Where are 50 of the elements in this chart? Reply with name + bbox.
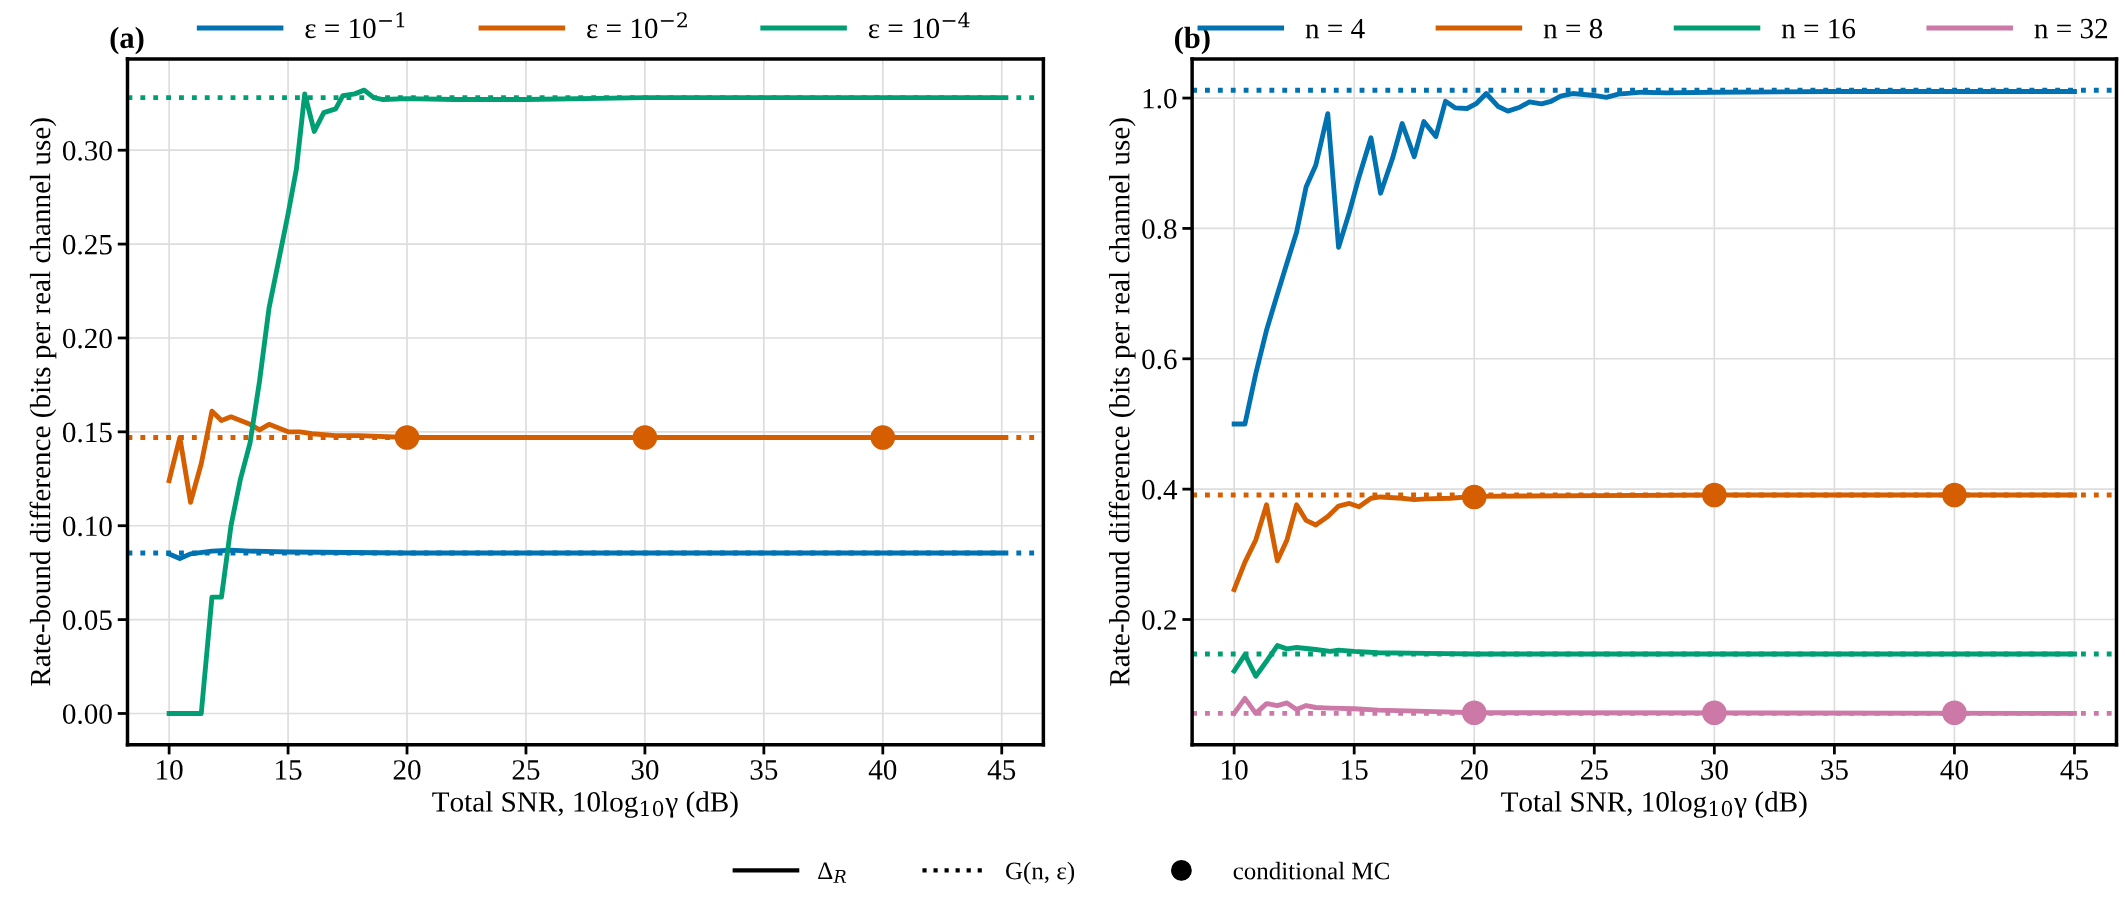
x-tick-label: 25	[1580, 760, 1608, 780]
y-tick-label: 0.15	[62, 422, 112, 443]
y-tick-label: 0.4	[1142, 479, 1178, 500]
x-axis-title: Total SNR, 10log$_{10}$γ (dB)	[432, 791, 738, 818]
y-tick-label: 0.20	[62, 328, 112, 349]
legend-label: G(n, ε)	[1005, 861, 1075, 885]
x-tick-label: 35	[750, 760, 778, 780]
x-tick-label: 45	[2060, 760, 2088, 780]
x-tick-label: 25	[512, 760, 540, 780]
y-axis-title: Rate-bound difference (bits per real channel use)	[1108, 118, 1136, 686]
y-tick-label: 0.00	[62, 704, 112, 725]
legend-label: Δ$_{R}$	[818, 862, 847, 883]
point	[1942, 482, 1967, 508]
x-tick-label: 40	[868, 760, 897, 780]
x-tick-label: 15	[276, 760, 302, 780]
point	[1942, 700, 1967, 726]
legend-label: ε = 10$^{−2}$	[587, 12, 687, 39]
legend-label: ε = 10$^{−1}$	[305, 12, 405, 39]
legend-label: n = 8	[1543, 18, 1603, 39]
x-tick-label: 35	[1821, 760, 1848, 780]
y-tick-label: 1.0	[1143, 88, 1177, 109]
y-tick-label: 0.25	[62, 234, 112, 255]
point	[1461, 484, 1487, 510]
x-tick-label: 10	[1222, 760, 1248, 780]
legend-label: ε = 10$^{−4}$	[868, 12, 970, 39]
y-tick-label: 0.2	[1142, 610, 1176, 631]
legend-label: n = 32	[2034, 18, 2108, 39]
x-tick-label: 20	[1460, 760, 1488, 780]
x-axis-title: Total SNR, 10log$_{10}$γ (dB)	[1501, 791, 1807, 818]
y-tick-label: 0.6	[1142, 349, 1177, 370]
y-tick-label: 0.10	[62, 516, 112, 537]
y-tick-label: 0.8	[1142, 219, 1177, 239]
legend-label: conditional MC	[1233, 861, 1389, 880]
x-tick-label: 15	[1342, 760, 1368, 780]
x-tick-label: 30	[631, 760, 659, 780]
legend-label: n = 16	[1781, 18, 1856, 39]
point	[1702, 700, 1727, 726]
x-tick-label: 20	[393, 760, 421, 780]
legend-label: n = 4	[1305, 18, 1365, 39]
point	[1461, 700, 1487, 726]
x-tick-label: 30	[1701, 760, 1728, 780]
y-tick-label: 0.30	[62, 140, 112, 161]
y-axis-title: Rate-bound difference (bits per real channel use)	[29, 118, 57, 686]
x-tick-label: 45	[987, 760, 1016, 780]
chart-title: (a)	[110, 26, 144, 55]
chart-title: (b)	[1174, 26, 1210, 55]
point	[1702, 482, 1727, 508]
x-tick-label: 10	[157, 760, 183, 780]
y-tick-label: 0.05	[62, 610, 112, 631]
x-tick-label: 40	[1940, 760, 1968, 780]
